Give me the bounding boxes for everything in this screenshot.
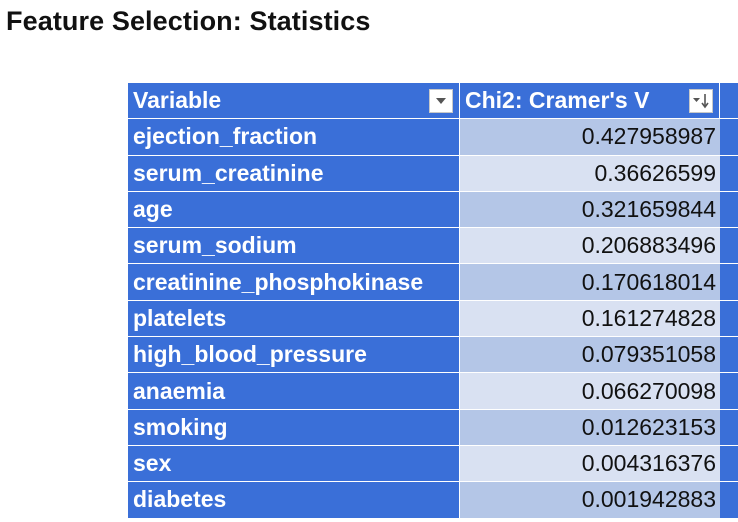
adjacent-column-edge bbox=[720, 482, 738, 519]
table-row: serum_creatinine 0.36626599 bbox=[128, 155, 738, 192]
cell-cramers-v[interactable]: 0.170618014 bbox=[460, 264, 720, 301]
table-row: high_blood_pressure 0.079351058 bbox=[128, 337, 738, 374]
cell-variable[interactable]: ejection_fraction bbox=[128, 119, 460, 156]
adjacent-column-edge bbox=[720, 264, 738, 301]
adjacent-column-edge bbox=[720, 337, 738, 374]
adjacent-column-edge bbox=[720, 83, 738, 120]
cell-variable[interactable]: sex bbox=[128, 445, 460, 483]
cell-variable[interactable]: smoking bbox=[128, 409, 460, 446]
adjacent-column-edge bbox=[720, 300, 738, 338]
column-header-variable-label: Variable bbox=[133, 87, 222, 114]
cell-cramers-v[interactable]: 0.161274828 bbox=[460, 300, 720, 338]
cell-variable[interactable]: serum_sodium bbox=[128, 228, 460, 265]
cell-cramers-v[interactable]: 0.206883496 bbox=[460, 228, 720, 265]
column-header-cramers-v[interactable]: Chi2: Cramer's V bbox=[460, 83, 720, 120]
cell-variable[interactable]: age bbox=[128, 191, 460, 229]
cell-cramers-v[interactable]: 0.321659844 bbox=[460, 191, 720, 229]
cell-variable[interactable]: serum_creatinine bbox=[128, 155, 460, 192]
table-row: serum_sodium 0.206883496 bbox=[128, 228, 738, 265]
page-title: Feature Selection: Statistics bbox=[6, 6, 371, 36]
statistics-table: Variable Chi2: Cramer's V ejection_fract… bbox=[128, 83, 738, 519]
cell-cramers-v[interactable]: 0.012623153 bbox=[460, 409, 720, 446]
table-row: ejection_fraction 0.427958987 bbox=[128, 119, 738, 156]
table-row: anaemia 0.066270098 bbox=[128, 373, 738, 410]
table-row: sex 0.004316376 bbox=[128, 445, 738, 483]
table-row: creatinine_phosphokinase 0.170618014 bbox=[128, 264, 738, 301]
table-header-row: Variable Chi2: Cramer's V bbox=[128, 83, 738, 120]
cell-cramers-v[interactable]: 0.427958987 bbox=[460, 119, 720, 156]
adjacent-column-edge bbox=[720, 409, 738, 446]
cell-variable[interactable]: diabetes bbox=[128, 482, 460, 519]
table-row: platelets 0.161274828 bbox=[128, 300, 738, 338]
dropdown-arrow-icon[interactable] bbox=[429, 88, 453, 113]
cell-cramers-v[interactable]: 0.066270098 bbox=[460, 373, 720, 410]
adjacent-column-edge bbox=[720, 445, 738, 483]
adjacent-column-edge bbox=[720, 119, 738, 156]
adjacent-column-edge bbox=[720, 373, 738, 410]
cell-variable[interactable]: creatinine_phosphokinase bbox=[128, 264, 460, 301]
column-header-variable[interactable]: Variable bbox=[128, 83, 460, 120]
cell-cramers-v[interactable]: 0.001942883 bbox=[460, 482, 720, 519]
cell-variable[interactable]: high_blood_pressure bbox=[128, 337, 460, 374]
cell-cramers-v[interactable]: 0.36626599 bbox=[460, 155, 720, 192]
cell-variable[interactable]: anaemia bbox=[128, 373, 460, 410]
column-header-cramers-v-label: Chi2: Cramer's V bbox=[465, 87, 650, 114]
table-row: smoking 0.012623153 bbox=[128, 409, 738, 446]
cell-cramers-v[interactable]: 0.079351058 bbox=[460, 337, 720, 374]
table-row: diabetes 0.001942883 bbox=[128, 482, 738, 519]
table-body: ejection_fraction 0.427958987 serum_creati… bbox=[128, 119, 738, 519]
table-row: age 0.321659844 bbox=[128, 191, 738, 229]
adjacent-column-edge bbox=[720, 191, 738, 229]
cell-variable[interactable]: platelets bbox=[128, 300, 460, 338]
sort-descending-icon[interactable] bbox=[689, 88, 713, 113]
cell-cramers-v[interactable]: 0.004316376 bbox=[460, 445, 720, 483]
adjacent-column-edge bbox=[720, 228, 738, 265]
adjacent-column-edge bbox=[720, 155, 738, 192]
